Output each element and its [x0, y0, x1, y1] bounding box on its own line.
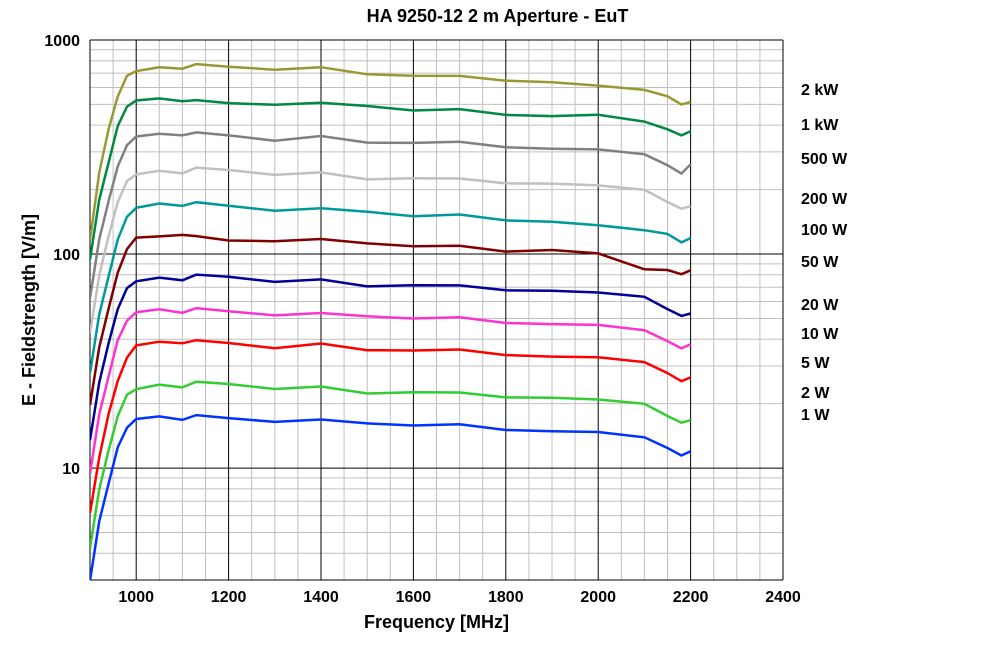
legend-label-1-kw: 1 kW [801, 117, 839, 134]
legend-label-5-w: 5 W [801, 355, 830, 372]
legend-label-2-w: 2 W [801, 385, 830, 402]
legend-label-100-w: 100 W [801, 222, 848, 239]
chart-container: 1000 1200 1400 1600 1800 2000 2200 2400 10 100 100… [0, 0, 995, 647]
x-tick-label: 1000 [118, 589, 154, 606]
y-axis-label: E - Fieldstrength [V/m] [19, 214, 39, 406]
chart-title: HA 9250-12 2 m Aperture - EuT [367, 6, 629, 26]
legend-label-50-w: 50 W [801, 254, 839, 271]
x-tick-label: 2200 [673, 589, 709, 606]
y-tick-label: 10 [62, 461, 80, 478]
x-axis-label: Frequency [MHz] [364, 612, 509, 632]
legend-label-20-w: 20 W [801, 297, 839, 314]
legend-label-2-kw: 2 kW [801, 82, 839, 99]
legend-label-200-w: 200 W [801, 191, 848, 208]
x-tick-label: 1400 [303, 589, 339, 606]
x-tick-label: 1200 [211, 589, 247, 606]
x-tick-label: 2000 [580, 589, 616, 606]
legend-label-1-w: 1 W [801, 407, 830, 424]
legend-label-10-w: 10 W [801, 326, 839, 343]
x-tick-label: 2400 [765, 589, 801, 606]
y-tick-label: 1000 [44, 33, 80, 50]
legend-label-500-w: 500 W [801, 151, 848, 168]
x-tick-label: 1800 [488, 589, 524, 606]
chart-svg: 1000 1200 1400 1600 1800 2000 2200 2400 10 100 100… [0, 0, 995, 647]
y-tick-label: 100 [53, 247, 80, 264]
x-tick-label: 1600 [396, 589, 432, 606]
